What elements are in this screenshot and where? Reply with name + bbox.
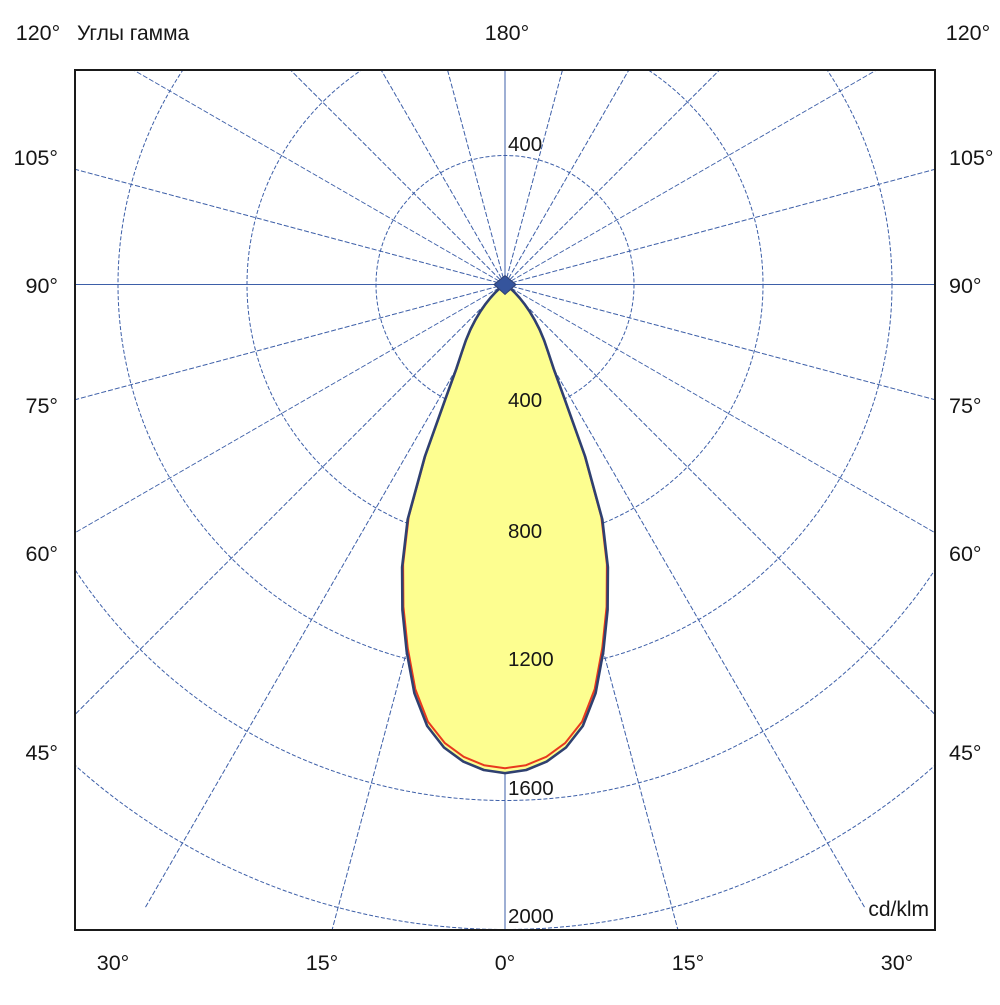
chart-title: Углы гамма <box>77 22 190 45</box>
grid-radial-75 <box>504 284 935 401</box>
radial-label-1600: 1600 <box>508 777 554 800</box>
angle-label-right-90: 90° <box>949 274 982 298</box>
angle-label-bottom-15-left: 15° <box>306 951 339 975</box>
angle-label-left-75: 75° <box>25 394 58 418</box>
grid-radial-120 <box>504 70 878 285</box>
grid-radial-165 <box>504 70 563 285</box>
grid-radial-60 <box>504 284 935 534</box>
intensity-curve <box>400 274 610 775</box>
grid-radial-195 <box>447 70 506 285</box>
grid-radial-150 <box>504 70 630 285</box>
grid-radial-285 <box>75 284 506 401</box>
angle-label-left-90: 90° <box>25 274 58 298</box>
angle-label-bottom-15-right: 15° <box>672 951 705 975</box>
radial-label-2000: 2000 <box>508 905 554 928</box>
grid-radial-210 <box>380 70 506 285</box>
radial-label-800: 800 <box>508 520 542 543</box>
angle-label-right-105: 105° <box>949 146 993 170</box>
grid-radial-240 <box>132 70 506 285</box>
angle-label-left-105: 105° <box>14 146 58 170</box>
pole-point <box>493 274 517 296</box>
grid-radial-225 <box>289 70 506 285</box>
beam-fill <box>402 284 608 774</box>
grid-radial-45 <box>504 284 935 716</box>
radial-label-1200: 1200 <box>508 648 554 671</box>
radial-label-400-top: 400 <box>508 133 542 156</box>
angle-label-left-60: 60° <box>25 542 58 566</box>
angle-label-top-left-120: 120° <box>16 21 60 45</box>
grid-radial-315 <box>75 284 506 716</box>
grid-radial-330 <box>144 284 506 909</box>
radial-label-400: 400 <box>508 389 542 412</box>
plot-border <box>74 69 936 931</box>
angle-label-top-180: 180° <box>485 21 529 45</box>
grid-radial-105 <box>504 168 935 285</box>
grid-radial-300 <box>75 284 506 534</box>
angle-label-right-45: 45° <box>949 741 982 765</box>
beam-curve-outline <box>400 283 610 775</box>
angle-label-right-75: 75° <box>949 394 982 418</box>
angle-label-bottom-30-left: 30° <box>97 951 130 975</box>
grid-radial-255 <box>75 168 506 285</box>
angle-label-left-45: 45° <box>25 741 58 765</box>
grid-radial-135 <box>504 70 721 285</box>
angle-label-top-right-120: 120° <box>946 21 990 45</box>
angle-label-bottom-30-right: 30° <box>881 951 914 975</box>
unit-label: cd/klm <box>868 898 929 921</box>
angle-label-right-60: 60° <box>949 542 982 566</box>
grid-radial-30 <box>504 284 866 909</box>
angle-label-bottom-0: 0° <box>495 951 516 975</box>
